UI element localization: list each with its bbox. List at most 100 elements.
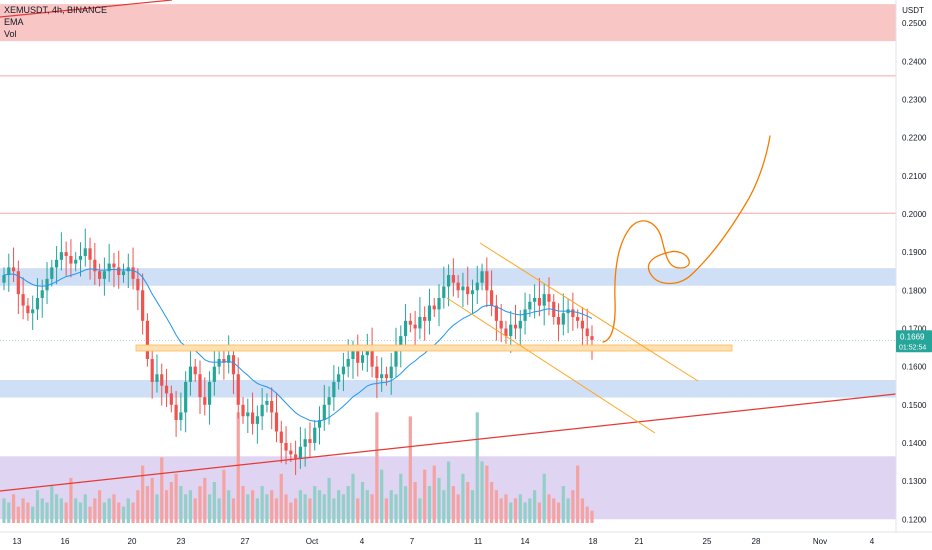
channel-upper-line[interactable]: [479, 242, 699, 382]
volume-bar: [54, 494, 59, 523]
candle-body: [16, 271, 20, 295]
candle-body: [494, 305, 498, 321]
candle-body: [265, 400, 269, 405]
price-axis-bg: [896, 0, 932, 550]
channel-lower-line[interactable]: [446, 297, 656, 434]
candle-body: [580, 320, 585, 329]
volume-bar: [370, 494, 374, 523]
candle-body: [504, 328, 508, 337]
price-tick-label: 0.2400: [902, 57, 927, 66]
volume-bar: [418, 498, 422, 523]
candle-body: [327, 397, 331, 405]
volume-bar: [337, 490, 341, 523]
volume-bar: [260, 486, 264, 523]
volume-bar: [88, 506, 92, 523]
volume-bar: [21, 498, 25, 523]
candle-body: [442, 286, 446, 298]
zone-rect[interactable]: [0, 379, 896, 398]
volume-bar: [423, 469, 427, 523]
price-tick-label: 0.1300: [902, 477, 927, 486]
candle-body: [131, 267, 135, 279]
candle-body: [155, 374, 159, 382]
candle-body: [74, 259, 78, 264]
candle-body: [31, 309, 35, 314]
time-tick-label: 27: [241, 537, 250, 546]
volume-bar: [16, 506, 20, 523]
volume-bar: [346, 486, 350, 523]
candle-body: [547, 294, 551, 302]
volume-bar: [126, 498, 130, 523]
price-tick-label: 0.2500: [902, 19, 927, 28]
volume-bar: [499, 498, 503, 523]
volume-bar: [2, 498, 6, 523]
volume-bar: [141, 465, 145, 523]
price-tick-label: 0.1400: [902, 439, 927, 448]
zone-rect[interactable]: [0, 4, 896, 42]
volume-bar: [250, 490, 255, 523]
candle-body: [102, 271, 106, 279]
volume-bar: [284, 494, 288, 523]
time-tick-label: 7: [410, 537, 415, 546]
volume-bar: [160, 457, 164, 523]
candle-body: [475, 282, 479, 291]
candle-body: [356, 351, 360, 363]
candle-body: [561, 313, 565, 325]
candle-body: [533, 297, 537, 302]
volume-bar: [155, 494, 159, 523]
rising-trendline[interactable]: [0, 393, 897, 492]
time-axis[interactable]: 13 16 20 23 27 Oct 4 7 11 14 18 21 25 28 Nov 4: [0, 531, 932, 550]
volume-bar: [241, 486, 245, 523]
candle-body: [351, 351, 355, 359]
volume-bar: [45, 502, 49, 523]
candle-body: [274, 412, 279, 432]
trendline-top[interactable]: [0, 0, 173, 18]
volume-bar: [403, 486, 408, 523]
volume-bar: [365, 490, 369, 523]
currency-label: USDT: [902, 6, 924, 15]
candle-body: [236, 374, 240, 405]
candle-body: [260, 404, 264, 417]
orange-support-box[interactable]: [135, 344, 733, 352]
price-axis[interactable]: USDT 0.2500 0.2400 0.2300 0.2200 0.2100 0.2000…: [895, 0, 932, 550]
volume-bar: [117, 502, 121, 523]
volume-bar: [356, 498, 360, 523]
candle-body: [413, 324, 417, 329]
volume-indicator-label[interactable]: Vol: [4, 29, 17, 39]
time-tick-label: 28: [752, 537, 761, 546]
candle-body: [403, 320, 408, 337]
volume-bar: [40, 498, 44, 523]
volume-bar: [78, 502, 83, 523]
volume-bar: [31, 506, 35, 523]
volume-bar: [542, 473, 546, 523]
candle-body: [203, 397, 207, 405]
symbol-title[interactable]: XEMUSDT, 4h, BINANCE: [4, 5, 108, 15]
candle-body: [11, 267, 16, 272]
candle-body: [193, 366, 197, 375]
volume-bar: [212, 482, 216, 523]
volume-bar: [432, 465, 436, 523]
candle-body: [571, 309, 575, 318]
volume-bar: [332, 498, 336, 523]
price-tick-label: 0.1700: [902, 324, 927, 333]
volume-bar: [150, 477, 154, 523]
time-tick-label: 4: [870, 537, 875, 546]
candle-body: [341, 366, 346, 375]
drawings-layer[interactable]: [0, 0, 897, 492]
volume-bar: [523, 502, 527, 523]
volume-bar: [437, 477, 441, 523]
candle-body: [360, 355, 365, 363]
bar-countdown: 01:52:54: [899, 344, 926, 351]
candle-body: [284, 442, 288, 451]
projection-drawing[interactable]: [602, 135, 771, 343]
volume-bar: [322, 494, 326, 523]
ema-indicator-label[interactable]: EMA: [4, 17, 24, 27]
candle-body: [107, 263, 111, 272]
volume-bar: [7, 502, 11, 523]
price-tick-label: 0.2200: [902, 134, 927, 143]
candle-body: [179, 412, 183, 421]
candle-body: [518, 320, 522, 329]
candle-body: [537, 297, 542, 306]
volume-bar: [74, 498, 78, 523]
candle-body: [21, 294, 25, 306]
